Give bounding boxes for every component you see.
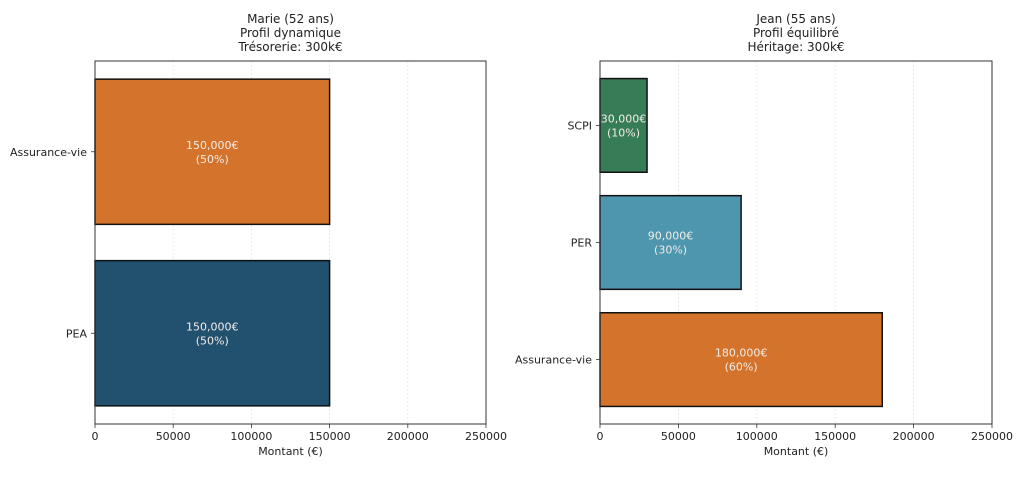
x-tick-label: 100000: [230, 430, 272, 443]
data-label-percent: (10%): [607, 126, 640, 139]
chart-title-line: Trésorerie: 300k€: [237, 40, 342, 54]
bar-per: [599, 194, 742, 291]
bar-scpi: [599, 77, 648, 173]
data-label-percent: (30%): [654, 244, 687, 257]
y-tick-label: PER: [571, 237, 593, 250]
x-tick-label: 0: [597, 430, 604, 443]
y-tick-label: Assurance-vie: [515, 354, 592, 367]
x-tick-label: 250000: [465, 430, 507, 443]
chart-title-line: Profil dynamique: [240, 26, 341, 40]
data-label-percent: (60%): [725, 361, 758, 374]
data-label: 30,000€: [601, 112, 647, 125]
data-label-percent: (50%): [196, 334, 229, 347]
data-label: 180,000€: [715, 347, 768, 360]
axes-frame: [599, 60, 993, 425]
y-tick-label: PEA: [66, 327, 88, 340]
bar-pea: [94, 259, 331, 407]
x-axis-label: Montant (€): [258, 445, 323, 458]
x-tick-label: 100000: [736, 430, 778, 443]
subplot-2: 0 50000 100000 150000 200000 250000 180,000€(6…: [515, 12, 1013, 458]
x-tick-label: 50000: [661, 430, 696, 443]
x-tick-label: 150000: [309, 430, 351, 443]
axes-frame: [94, 60, 487, 425]
data-label: 150,000€: [186, 320, 239, 333]
chart-title-line: Héritage: 300k€: [747, 40, 844, 54]
x-tick-label: 50000: [156, 430, 191, 443]
chart-title-line: Jean (55 ans): [755, 12, 835, 26]
chart-title-line: Profil équilibré: [753, 26, 839, 40]
y-tick-label: Assurance-vie: [10, 146, 87, 159]
x-tick-label: 250000: [971, 430, 1013, 443]
x-tick-label: 200000: [893, 430, 935, 443]
bar-assurance-vie: [94, 78, 331, 226]
chart-title-line: Marie (52 ans): [247, 12, 334, 26]
data-label-percent: (50%): [196, 153, 229, 166]
y-tick-label: SCPI: [567, 119, 592, 132]
x-tick-label: 0: [92, 430, 99, 443]
x-tick-label: 200000: [387, 430, 429, 443]
x-axis-label: Montant (€): [764, 445, 829, 458]
subplot-1: 0 50000 100000 150000 200000 250000150,000€(5…: [10, 12, 507, 458]
data-label: 150,000€: [186, 139, 239, 152]
bar-assurance-vie: [599, 312, 883, 408]
data-label: 90,000€: [648, 230, 694, 243]
x-tick-label: 150000: [814, 430, 856, 443]
